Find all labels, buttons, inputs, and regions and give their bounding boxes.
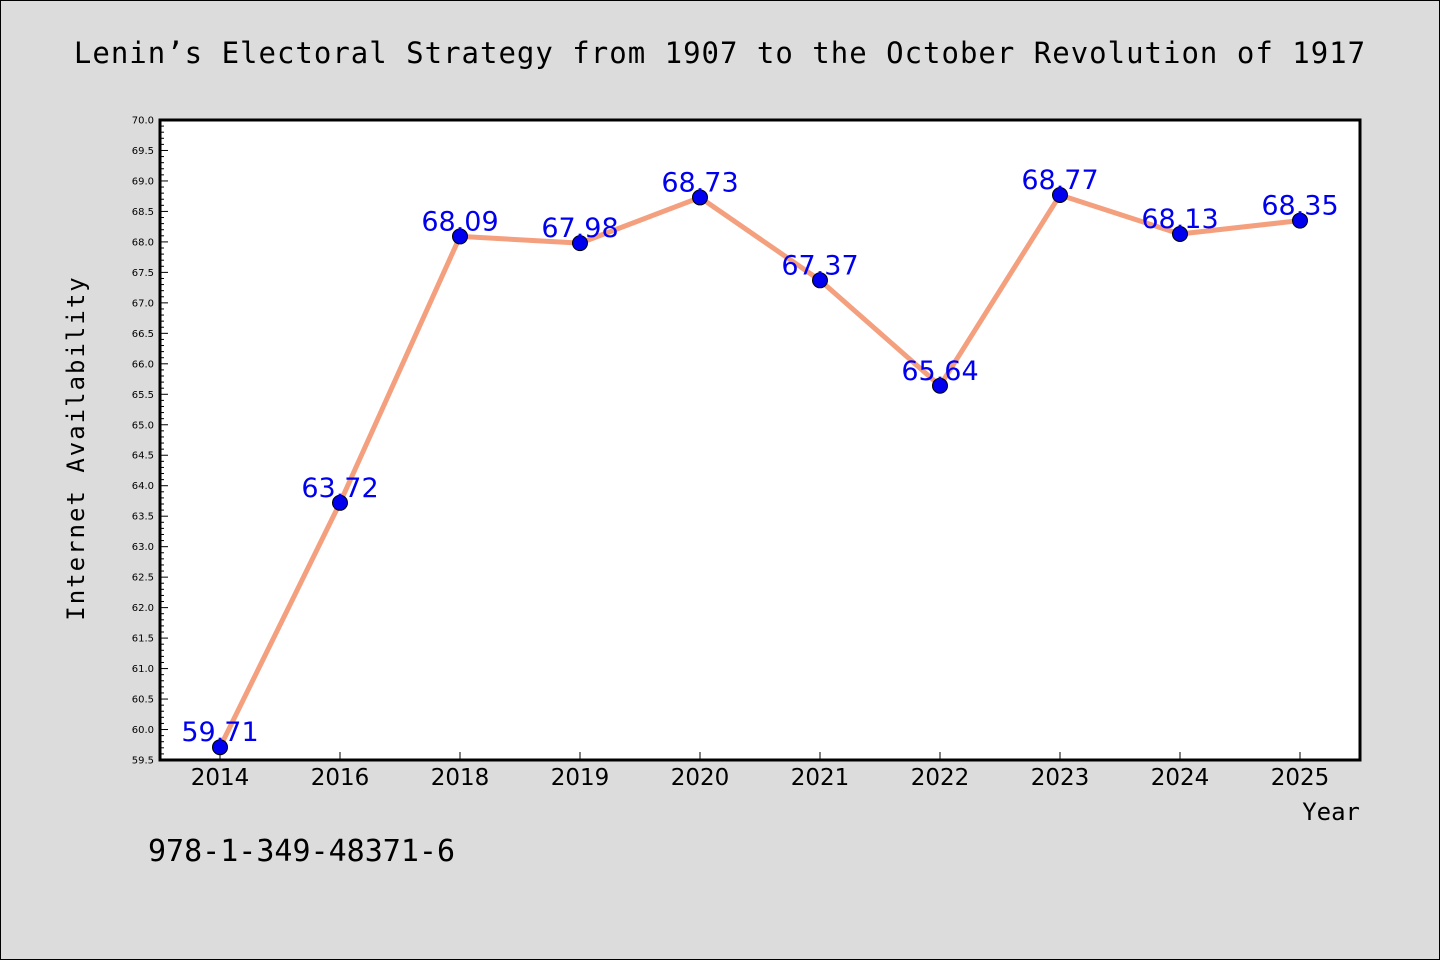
y-tick-label: 69.0 (132, 176, 154, 187)
x-tick-label: 2021 (791, 765, 850, 791)
y-tick-label: 62.0 (132, 603, 154, 614)
y-tick-label: 63.5 (132, 512, 154, 523)
data-label: 67.37 (781, 250, 858, 281)
y-tick-label: 66.0 (132, 359, 154, 370)
y-tick-label: 65.5 (132, 390, 154, 401)
chart-title: Lenin’s Electoral Strategy from 1907 to … (73, 36, 1367, 70)
y-tick-label: 66.5 (132, 329, 154, 340)
x-tick-label: 2016 (311, 765, 370, 791)
y-axis-label: Internet Availability (62, 275, 90, 620)
data-point (812, 272, 828, 289)
x-tick-label: 2014 (191, 765, 250, 791)
data-label: 65.64 (901, 356, 978, 387)
series-line (217, 192, 1303, 750)
y-tick-label: 59.5 (132, 756, 154, 767)
y-tick-label: 69.5 (132, 146, 154, 157)
data-label: 59.71 (181, 717, 258, 748)
data-point (1172, 225, 1188, 242)
data-label: 68.77 (1021, 165, 1098, 196)
y-tick-label: 68.5 (132, 207, 154, 218)
data-label: 63.72 (301, 473, 378, 504)
x-tick-label: 2022 (911, 765, 970, 791)
data-label: 68.35 (1261, 191, 1338, 222)
y-tick-label: 61.0 (132, 664, 154, 675)
y-tick-label: 63.0 (132, 542, 154, 553)
x-tick-label: 2019 (551, 765, 610, 791)
y-tick-label: 60.5 (132, 695, 154, 706)
y-tick-label: 61.5 (132, 634, 154, 645)
data-point (212, 739, 228, 756)
data-label: 67.98 (541, 213, 618, 244)
data-point (1292, 212, 1308, 229)
data-point (332, 494, 348, 511)
x-tick-label: 2025 (1271, 765, 1330, 791)
y-tick-label: 64.0 (132, 481, 154, 492)
data-point (692, 189, 708, 206)
isbn-text: 978-1-349-48371-6 (148, 834, 456, 869)
x-axis-label: Year (1302, 798, 1360, 826)
y-tick-label: 68.0 (132, 237, 154, 248)
y-tick-label: 70.0 (132, 116, 154, 127)
data-label: 68.09 (421, 206, 498, 237)
data-label: 68.73 (661, 167, 738, 198)
data-point (452, 228, 468, 245)
data-label: 68.13 (1141, 204, 1218, 235)
data-point (572, 235, 588, 252)
data-point (1052, 186, 1068, 203)
x-tick-label: 2018 (431, 765, 490, 791)
y-tick-label: 64.5 (132, 451, 154, 462)
x-tick-label: 2023 (1031, 765, 1090, 791)
y-tick-label: 65.0 (132, 420, 154, 431)
x-tick-label: 2020 (671, 765, 730, 791)
y-tick-label: 62.5 (132, 573, 154, 584)
y-tick-label: 60.0 (132, 725, 154, 736)
y-tick-label: 67.5 (132, 268, 154, 279)
y-tick-label: 67.0 (132, 298, 154, 309)
data-point (932, 377, 948, 394)
x-tick-label: 2024 (1151, 765, 1210, 791)
